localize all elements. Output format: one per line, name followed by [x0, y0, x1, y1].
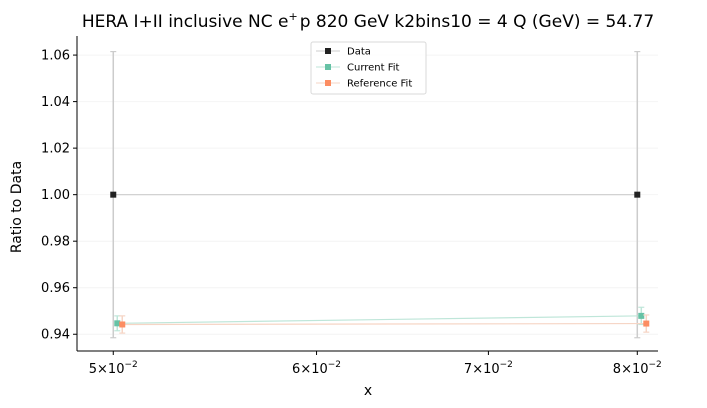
x-tick-label: 8×10−2: [613, 360, 662, 377]
x-tick-label: 5×10−2: [89, 360, 138, 377]
legend-marker: [325, 80, 331, 86]
data-point: [110, 191, 117, 198]
y-tick-label: 0.98: [41, 235, 70, 250]
x-tick-label: 7×10−2: [464, 360, 513, 377]
axes: [76, 36, 658, 352]
y-axis-label: Ratio to Data: [9, 161, 25, 253]
data-point: [643, 320, 650, 327]
series-layer: [110, 50, 650, 339]
data-point: [119, 321, 126, 328]
x-ticks: 5×10−2 6×10−2 7×10−2 8×10−2: [89, 351, 662, 377]
x-tick-label: 6×10−2: [292, 360, 341, 377]
data-point: [634, 191, 641, 198]
legend-label: Data: [347, 47, 371, 58]
y-tick-label: 1.06: [41, 49, 70, 64]
y-tick-label: 1.04: [41, 95, 70, 110]
y-tick-label: 0.94: [41, 328, 70, 343]
legend-marker: [325, 48, 331, 54]
series-line: [122, 322, 647, 326]
y-tick-label: 1.02: [41, 142, 70, 157]
y-tick-label: 0.96: [41, 281, 70, 296]
series-line: [117, 315, 642, 324]
series-data: [110, 50, 641, 339]
x-axis-label: x: [364, 383, 372, 399]
data-point: [114, 320, 121, 327]
y-tick-label: 1.00: [41, 188, 70, 203]
legend-label: Reference Fit: [347, 79, 412, 90]
y-ticks: 0.94 0.96 0.98 1.00 1.02 1.04 1.06: [41, 49, 77, 343]
legend: Data Current Fit Reference Fit: [310, 41, 427, 95]
chart-title: HERA I+II inclusive NC e+ p 820 GeV k2bin…: [82, 10, 654, 32]
series-reference-fit: [119, 314, 650, 334]
series-current-fit: [114, 306, 645, 332]
legend-marker: [325, 64, 331, 70]
legend-box: [310, 41, 427, 95]
legend-label: Current Fit: [347, 63, 400, 74]
data-point: [638, 312, 645, 319]
